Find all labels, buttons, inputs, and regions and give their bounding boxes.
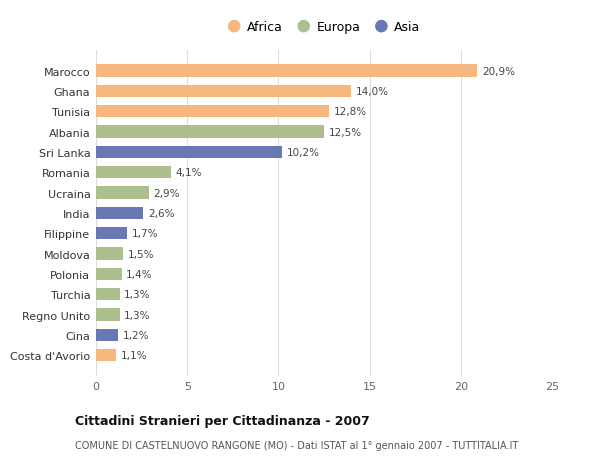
Text: 12,8%: 12,8% xyxy=(334,107,367,117)
Bar xyxy=(96,167,171,179)
Text: 1,7%: 1,7% xyxy=(131,229,158,239)
Text: COMUNE DI CASTELNUOVO RANGONE (MO) - Dati ISTAT al 1° gennaio 2007 - TUTTITALIA.: COMUNE DI CASTELNUOVO RANGONE (MO) - Dat… xyxy=(75,440,518,450)
Bar xyxy=(96,248,124,260)
Text: 2,9%: 2,9% xyxy=(154,188,180,198)
Text: 4,1%: 4,1% xyxy=(175,168,202,178)
Bar xyxy=(96,106,329,118)
Bar xyxy=(96,349,116,362)
Text: 14,0%: 14,0% xyxy=(356,87,389,97)
Text: 20,9%: 20,9% xyxy=(482,67,515,76)
Bar xyxy=(96,65,477,78)
Bar xyxy=(96,228,127,240)
Text: 1,2%: 1,2% xyxy=(122,330,149,340)
Text: 2,6%: 2,6% xyxy=(148,208,175,218)
Bar xyxy=(96,146,282,159)
Text: 1,4%: 1,4% xyxy=(126,269,152,279)
Legend: Africa, Europa, Asia: Africa, Europa, Asia xyxy=(224,17,424,38)
Text: 12,5%: 12,5% xyxy=(329,127,362,137)
Text: 1,1%: 1,1% xyxy=(121,351,147,360)
Text: 1,3%: 1,3% xyxy=(124,290,151,300)
Bar xyxy=(96,309,120,321)
Text: Cittadini Stranieri per Cittadinanza - 2007: Cittadini Stranieri per Cittadinanza - 2… xyxy=(75,414,370,427)
Bar xyxy=(96,268,122,280)
Bar xyxy=(96,207,143,219)
Text: 1,3%: 1,3% xyxy=(124,310,151,320)
Bar xyxy=(96,329,118,341)
Bar xyxy=(96,126,324,138)
Text: 10,2%: 10,2% xyxy=(287,148,320,157)
Bar xyxy=(96,85,352,98)
Bar xyxy=(96,289,120,301)
Text: 1,5%: 1,5% xyxy=(128,249,154,259)
Bar xyxy=(96,187,149,199)
